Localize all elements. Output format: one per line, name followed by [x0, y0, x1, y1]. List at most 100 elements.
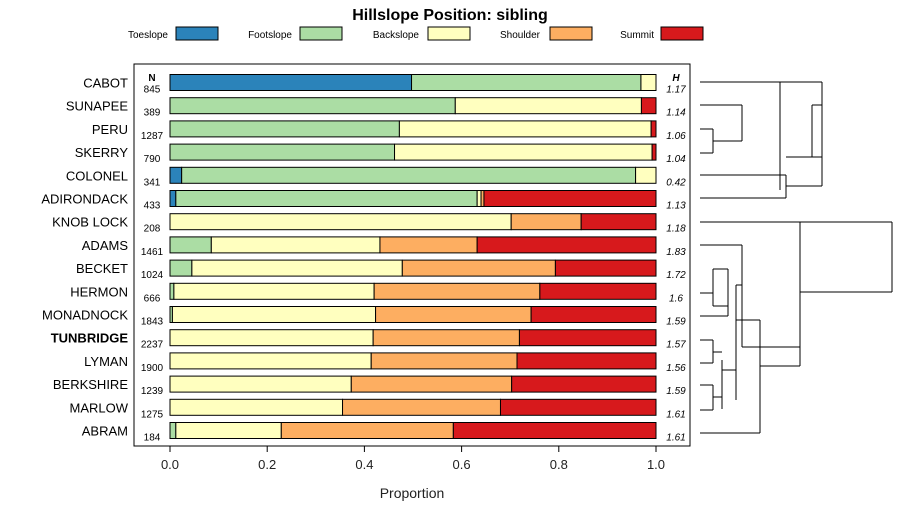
n-value-13: 1239 — [141, 386, 164, 397]
n-value-2: 1287 — [141, 131, 164, 142]
dendrogram — [700, 81, 893, 434]
bar-segment-2-2 — [398, 120, 652, 138]
h-value-10: 1.59 — [666, 317, 686, 328]
category-label-3: SKERRY — [75, 145, 129, 160]
bar-segment-11-2 — [169, 329, 374, 347]
n-value-4: 341 — [144, 177, 161, 188]
n-value-15: 184 — [144, 433, 161, 444]
bar-segment-12-2 — [169, 352, 372, 370]
bar-segment-0-2 — [640, 74, 657, 91]
legend-label-1: Footslope — [248, 30, 292, 41]
n-value-3: 790 — [144, 154, 161, 165]
h-value-14: 1.61 — [666, 409, 685, 420]
bar-segment-3-2 — [394, 143, 653, 161]
bar-segment-5-1 — [175, 190, 478, 207]
h-value-3: 1.04 — [666, 154, 686, 165]
x-axis: 0.0 0.2 0.4 0.6 0.8 1.0 — [161, 446, 665, 472]
category-label-12: LYMAN — [84, 354, 128, 369]
h-value-13: 1.59 — [666, 386, 686, 397]
bar-segment-1-4 — [640, 97, 657, 115]
bar-segment-14-3 — [342, 398, 501, 416]
category-label-11: TUNBRIDGE — [51, 331, 129, 346]
bar-segment-9-3 — [373, 282, 541, 300]
bar-segment-6-3 — [510, 213, 582, 231]
bar-segment-15-2 — [175, 422, 282, 439]
bar-segment-2-4 — [650, 120, 657, 138]
bar-segment-9-2 — [173, 282, 375, 300]
x-tick-label-2: 0.4 — [355, 457, 373, 472]
category-label-15: ABRAM — [82, 424, 128, 439]
n-value-5: 433 — [144, 201, 161, 212]
h-value-0: 1.17 — [666, 85, 686, 96]
legend-label-4: Summit — [620, 30, 654, 41]
h-value-7: 1.83 — [666, 247, 686, 258]
legend-swatch-2 — [427, 26, 471, 41]
bar-segment-1-1 — [169, 97, 456, 115]
bar-segment-9-4 — [539, 282, 657, 300]
h-value-1: 1.14 — [666, 108, 686, 119]
bar-segment-12-3 — [370, 352, 518, 370]
bar-segment-6-4 — [580, 213, 657, 231]
category-label-7: ADAMS — [82, 238, 129, 253]
bar-segment-12-4 — [516, 352, 657, 370]
n-value-12: 1900 — [141, 363, 164, 374]
category-label-4: COLONEL — [66, 168, 128, 183]
category-label-14: MARLOW — [70, 400, 129, 415]
category-label-8: BECKET — [76, 261, 128, 276]
n-value-1: 389 — [144, 108, 161, 119]
rows: CABOT 845 1.17 SUNAPEE 389 1.14 PERU 1287 1.06 SK… — [41, 74, 686, 444]
bar-segment-2-1 — [169, 120, 400, 138]
bar-segment-13-3 — [350, 375, 513, 393]
bar-segment-0-1 — [411, 74, 642, 91]
bar-segment-4-0 — [169, 166, 183, 184]
x-tick-label-3: 0.6 — [453, 457, 471, 472]
n-value-6: 208 — [144, 224, 161, 235]
bar-segment-0-0 — [169, 74, 413, 91]
bar-segment-15-3 — [280, 422, 454, 439]
n-value-9: 666 — [144, 293, 161, 304]
bar-segment-11-4 — [518, 329, 657, 347]
h-value-5: 1.13 — [666, 201, 686, 212]
legend-label-0: Toeslope — [128, 30, 168, 41]
bar-segment-4-1 — [181, 166, 637, 184]
bar-segment-10-4 — [530, 306, 657, 323]
bar-segment-11-3 — [372, 329, 520, 347]
x-tick-label-1: 0.2 — [258, 457, 276, 472]
n-column-header: N — [148, 73, 155, 84]
bar-segment-3-1 — [169, 143, 396, 161]
h-value-12: 1.56 — [666, 363, 686, 374]
bar-segment-14-4 — [499, 398, 657, 416]
category-label-2: PERU — [92, 122, 128, 137]
bar-segment-7-3 — [379, 236, 478, 254]
bar-segment-5-0 — [169, 190, 177, 207]
category-label-0: CABOT — [83, 76, 128, 91]
bar-segment-7-2 — [210, 236, 381, 254]
category-label-10: MONADNOCK — [42, 308, 128, 323]
n-value-14: 1275 — [141, 409, 164, 420]
bar-segment-5-2 — [476, 190, 482, 207]
n-value-7: 1461 — [141, 247, 164, 258]
bar-segment-3-4 — [651, 143, 657, 161]
n-value-8: 1024 — [141, 270, 164, 281]
legend-swatch-1 — [299, 26, 343, 41]
category-label-6: KNOB LOCK — [52, 215, 128, 230]
bar-segment-9-1 — [169, 282, 175, 300]
x-axis-label: Proportion — [380, 485, 445, 501]
bar-segment-5-4 — [483, 190, 657, 207]
h-value-8: 1.72 — [666, 270, 686, 281]
bar-segment-6-2 — [169, 213, 512, 231]
x-tick-label-4: 0.8 — [550, 457, 568, 472]
bar-segment-13-4 — [511, 375, 657, 393]
h-value-6: 1.18 — [666, 224, 686, 235]
h-value-4: 0.42 — [666, 177, 686, 188]
bar-segment-14-2 — [169, 398, 344, 416]
h-column-header: H — [672, 73, 680, 84]
bar-segment-15-1 — [169, 422, 177, 439]
category-label-13: BERKSHIRE — [53, 377, 128, 392]
category-label-9: HERMON — [70, 284, 128, 299]
bar-segment-10-2 — [171, 306, 377, 323]
bar-segment-7-4 — [476, 236, 657, 254]
h-value-2: 1.06 — [666, 131, 686, 142]
